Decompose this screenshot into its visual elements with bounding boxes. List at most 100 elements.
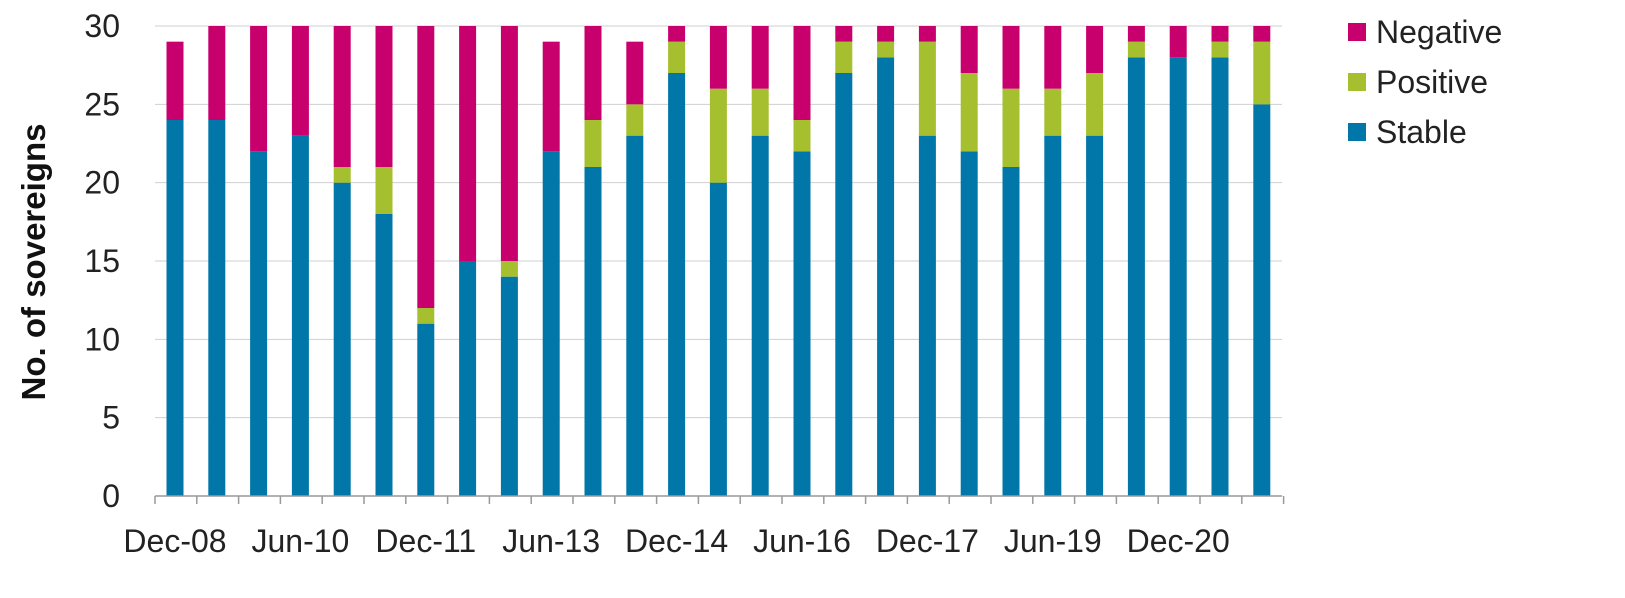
x-tick-label: Dec-20 <box>1127 523 1230 559</box>
bar-segment-negative <box>1211 26 1229 42</box>
legend-label-negative: Negative <box>1376 14 1502 50</box>
bar-segment-positive <box>626 104 644 136</box>
bar-segment-positive <box>375 167 393 214</box>
bar-segment-negative <box>166 41 184 120</box>
bar-segment-negative <box>668 26 686 42</box>
y-tick-label: 20 <box>84 165 120 201</box>
bar-segment-positive <box>1253 41 1271 105</box>
bar-segment-stable <box>208 120 226 496</box>
y-tick-label: 15 <box>84 243 120 279</box>
bar-segment-negative <box>459 26 477 261</box>
bar-segment-positive <box>1127 41 1145 58</box>
bar-segment-negative <box>1127 26 1145 42</box>
bar-segment-negative <box>835 26 853 42</box>
bar-segment-stable <box>835 73 853 496</box>
bar-segment-positive <box>668 41 686 73</box>
bar-segment-negative <box>709 26 727 89</box>
bar-segment-positive <box>793 120 811 152</box>
bar-segment-stable <box>668 73 686 496</box>
bar-segment-negative <box>960 26 978 73</box>
bar-segment-positive <box>877 41 895 58</box>
bar-segment-stable <box>626 135 644 496</box>
bar-segment-negative <box>250 26 268 152</box>
legend-label-stable: Stable <box>1376 114 1467 150</box>
y-tick-label: 5 <box>102 400 120 436</box>
bar-segment-negative <box>500 26 518 261</box>
bar-segment-stable <box>417 323 435 496</box>
axes: 0 5 10 15 20 25 30 Dec-08 Jun-10 Dec-11 Jun-13 Dec-… <box>84 8 1285 559</box>
bar-segment-negative <box>584 26 602 120</box>
bar-segment-stable <box>291 135 309 496</box>
bar-segment-positive <box>835 41 853 73</box>
bar-segment-stable <box>166 120 184 496</box>
bar-segment-negative <box>417 26 435 308</box>
x-tick-label: Dec-08 <box>123 523 226 559</box>
bars <box>166 26 1271 497</box>
x-tick-label: Dec-14 <box>625 523 728 559</box>
bar-segment-negative <box>333 26 351 167</box>
legend-swatch-negative <box>1348 23 1366 41</box>
bar-segment-stable <box>333 182 351 496</box>
bar-segment-negative <box>1044 26 1062 89</box>
bar-segment-positive <box>751 88 769 136</box>
x-tick-label: Dec-17 <box>876 523 979 559</box>
y-tick-label: 25 <box>84 86 120 122</box>
bar-segment-stable <box>960 151 978 497</box>
x-tick-label: Jun-13 <box>502 523 600 559</box>
bar-segment-positive <box>918 41 936 136</box>
bar-segment-negative <box>793 26 811 120</box>
bar-segment-stable <box>375 214 393 496</box>
bar-segment-positive <box>960 73 978 152</box>
bar-segment-positive <box>1086 73 1104 136</box>
bar-segment-stable <box>1044 135 1062 496</box>
bar-segment-negative <box>751 26 769 89</box>
x-tick-label: Jun-19 <box>1004 523 1102 559</box>
bar-segment-negative <box>1002 26 1020 89</box>
bar-segment-negative <box>1253 26 1271 42</box>
bar-segment-negative <box>208 26 226 120</box>
bar-segment-stable <box>709 182 727 496</box>
bar-segment-positive <box>1002 88 1020 167</box>
bar-segment-positive <box>1211 41 1229 58</box>
y-tick-label: 30 <box>84 8 120 44</box>
bar-segment-positive <box>333 167 351 183</box>
bar-segment-negative <box>1169 26 1187 58</box>
legend-swatch-positive <box>1348 73 1366 91</box>
bar-segment-stable <box>1086 135 1104 496</box>
legend: Negative Positive Stable <box>1348 14 1502 150</box>
y-tick-label: 0 <box>102 478 120 514</box>
bar-segment-positive <box>709 88 727 183</box>
bar-segment-stable <box>584 167 602 496</box>
bar-segment-positive <box>584 120 602 167</box>
bar-segment-stable <box>751 135 769 496</box>
bar-segment-stable <box>793 151 811 497</box>
bar-segment-stable <box>1169 57 1187 496</box>
bar-segment-negative <box>375 26 393 167</box>
bar-segment-negative <box>1086 26 1104 73</box>
y-tick-label: 10 <box>84 321 120 357</box>
legend-label-positive: Positive <box>1376 64 1488 100</box>
bar-segment-negative <box>291 26 309 136</box>
bar-segment-negative <box>626 41 644 105</box>
bar-segment-stable <box>1127 57 1145 496</box>
bar-segment-stable <box>542 151 560 497</box>
bar-segment-stable <box>250 151 268 497</box>
bar-segment-stable <box>500 276 518 496</box>
bar-segment-negative <box>542 41 560 152</box>
x-tick-label: Jun-10 <box>251 523 349 559</box>
bar-segment-stable <box>459 261 477 496</box>
bar-segment-positive <box>500 261 518 277</box>
x-tick-label: Dec-11 <box>375 523 476 559</box>
bar-segment-stable <box>1211 57 1229 496</box>
y-axis-title: No. of sovereigns <box>15 124 52 401</box>
bar-segment-stable <box>877 57 895 496</box>
bar-segment-negative <box>877 26 895 42</box>
x-tick-label: Jun-16 <box>753 523 851 559</box>
bar-segment-positive <box>1044 88 1062 136</box>
bar-segment-stable <box>918 135 936 496</box>
bar-segment-stable <box>1002 167 1020 496</box>
bar-segment-stable <box>1253 104 1271 496</box>
bar-segment-negative <box>918 26 936 42</box>
